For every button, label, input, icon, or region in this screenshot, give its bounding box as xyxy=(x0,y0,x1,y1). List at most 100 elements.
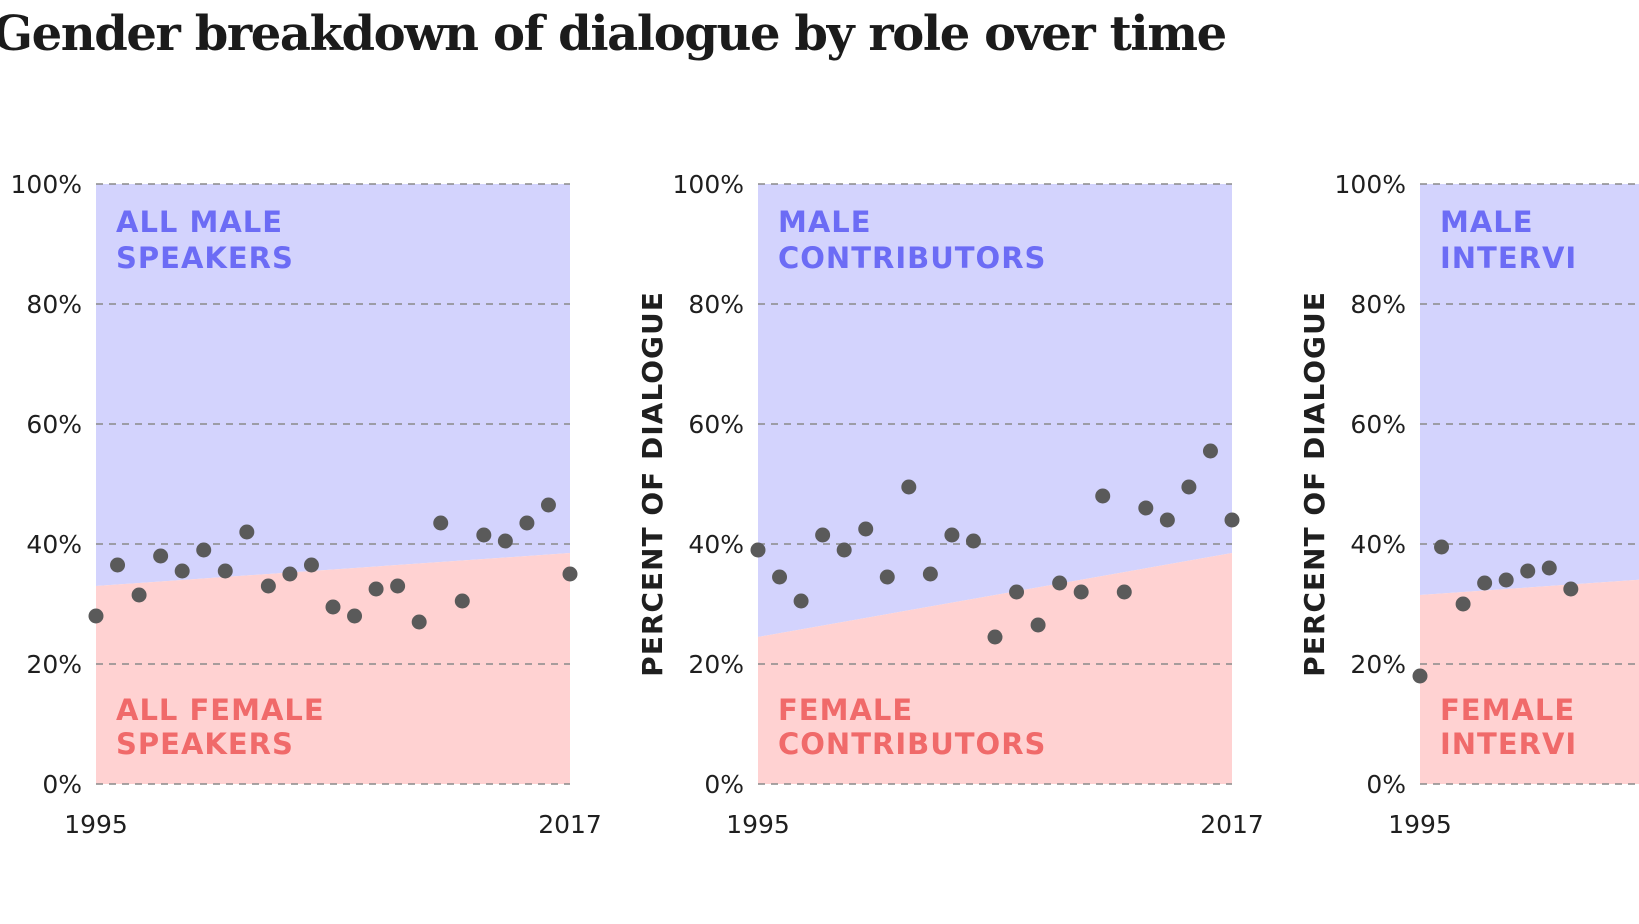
female-region-label: SPEAKERS xyxy=(116,727,294,761)
data-point xyxy=(540,497,556,513)
x-tick-label: 1995 xyxy=(726,810,790,839)
y-axis-title: PERCENT OF DIALOGUE xyxy=(1298,291,1331,677)
data-point xyxy=(1009,584,1025,600)
data-point xyxy=(1563,581,1579,597)
data-point xyxy=(1541,560,1557,576)
data-point xyxy=(1412,668,1428,684)
data-point xyxy=(1520,563,1536,579)
y-tick-label: 0% xyxy=(42,770,82,799)
data-point xyxy=(153,548,169,564)
female-region-label: INTERVI xyxy=(1440,727,1577,761)
male-region-label: MALE xyxy=(778,205,872,239)
data-point xyxy=(879,569,895,585)
data-point xyxy=(476,527,492,543)
female-area xyxy=(1420,579,1639,784)
x-tick-label: 1995 xyxy=(1388,810,1452,839)
data-point xyxy=(836,542,852,558)
y-tick-label: 100% xyxy=(673,170,744,199)
data-point xyxy=(1202,443,1218,459)
y-tick-label: 40% xyxy=(26,530,82,559)
data-point xyxy=(987,629,1003,645)
data-point xyxy=(1030,617,1046,633)
data-point xyxy=(174,563,190,579)
data-point xyxy=(1073,584,1089,600)
y-tick-label: 40% xyxy=(1350,530,1406,559)
chart-panel-2: 0% 20% 40% 60% 80% 100% 1995 2017 PERCENT OF DIA… xyxy=(636,170,1264,839)
data-point xyxy=(1095,488,1111,504)
data-point xyxy=(497,533,513,549)
data-point xyxy=(858,521,874,537)
female-region-label: CONTRIBUTORS xyxy=(778,727,1046,761)
y-tick-label: 0% xyxy=(704,770,744,799)
data-point xyxy=(282,566,298,582)
data-point xyxy=(1159,512,1175,528)
page-title: Gender breakdown of dialogue by role ove… xyxy=(0,6,1227,62)
data-point xyxy=(944,527,960,543)
female-region-label: FEMALE xyxy=(778,693,913,727)
data-point xyxy=(411,614,427,630)
data-point xyxy=(88,608,104,624)
data-point xyxy=(433,515,449,531)
data-point xyxy=(1498,572,1514,588)
y-tick-label: 80% xyxy=(1350,290,1406,319)
y-tick-label: 100% xyxy=(1335,170,1406,199)
y-tick-label: 20% xyxy=(688,650,744,679)
data-point xyxy=(239,524,255,540)
data-point xyxy=(131,587,147,603)
y-tick-label: 80% xyxy=(26,290,82,319)
x-tick-label: 1995 xyxy=(64,810,128,839)
data-point xyxy=(1477,575,1493,591)
male-region-label: CONTRIBUTORS xyxy=(778,241,1046,275)
data-point xyxy=(793,593,809,609)
y-tick-label: 60% xyxy=(1350,410,1406,439)
male-region-label: SPEAKERS xyxy=(116,241,294,275)
y-tick-label: 40% xyxy=(688,530,744,559)
female-area xyxy=(758,553,1232,784)
data-point xyxy=(390,578,406,594)
data-point xyxy=(1116,584,1132,600)
data-point xyxy=(368,581,384,597)
data-point xyxy=(815,527,831,543)
data-point xyxy=(1181,479,1197,495)
data-point xyxy=(1138,500,1154,516)
y-tick-label: 60% xyxy=(688,410,744,439)
data-point xyxy=(110,557,126,573)
data-point xyxy=(922,566,938,582)
data-point xyxy=(303,557,319,573)
male-area xyxy=(96,184,570,586)
data-point xyxy=(519,515,535,531)
male-region-label: INTERVI xyxy=(1440,241,1577,275)
y-tick-label: 60% xyxy=(26,410,82,439)
x-tick-label: 2017 xyxy=(1200,810,1264,839)
data-point xyxy=(260,578,276,594)
data-point xyxy=(217,563,233,579)
data-point xyxy=(325,599,341,615)
y-tick-label: 80% xyxy=(688,290,744,319)
female-region-label: FEMALE xyxy=(1440,693,1575,727)
male-region-label: MALE xyxy=(1440,205,1534,239)
female-area xyxy=(96,553,570,784)
data-point xyxy=(347,608,363,624)
data-point xyxy=(454,593,470,609)
y-tick-label: 100% xyxy=(11,170,82,199)
data-point xyxy=(1052,575,1068,591)
chart-panel-3: 0% 20% 40% 60% 80% 100% 1995 PERCENT OF DIALOGU… xyxy=(1298,170,1639,839)
data-point xyxy=(1434,539,1450,555)
y-tick-label: 20% xyxy=(1350,650,1406,679)
male-area xyxy=(758,184,1232,637)
data-point xyxy=(562,566,578,582)
data-point xyxy=(1455,596,1471,612)
x-tick-label: 2017 xyxy=(538,810,602,839)
data-point xyxy=(196,542,212,558)
y-axis-title: PERCENT OF DIALOGUE xyxy=(636,291,669,677)
male-region-label: ALL MALE xyxy=(116,205,283,239)
data-point xyxy=(901,479,917,495)
data-point xyxy=(750,542,766,558)
male-area xyxy=(1420,184,1639,595)
data-point xyxy=(772,569,788,585)
y-tick-label: 20% xyxy=(26,650,82,679)
female-region-label: ALL FEMALE xyxy=(116,693,325,727)
data-point xyxy=(965,533,981,549)
